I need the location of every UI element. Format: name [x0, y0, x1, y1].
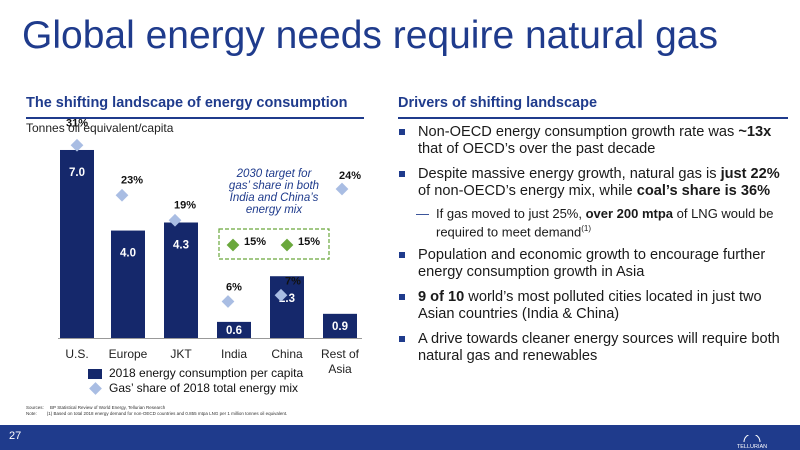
- sub-bullet-text-a: If gas moved to just 25%,: [436, 206, 586, 221]
- sub-bullet-bold: over 200 mtpa: [585, 206, 674, 221]
- legend-label-gas-share: Gas’ share of 2018 total energy mix: [109, 381, 298, 395]
- x-tick-label-2: JKT: [170, 347, 192, 361]
- gas-share-marker-4: [274, 288, 288, 302]
- legend-item-gas-share: Gas’ share of 2018 total energy mix: [88, 381, 303, 396]
- gas-share-label-4: 7%: [285, 275, 301, 287]
- bullet-text: just 22%: [720, 166, 780, 182]
- sub-bullet-dash: —: [416, 206, 429, 221]
- chart-legend: 2018 energy consumption per capita Gas’ …: [88, 366, 303, 396]
- target-value-1: 15%: [298, 236, 320, 248]
- chart-unit-label: Tonnes oil equivalent/capita: [26, 121, 174, 135]
- legend-label-consumption: 2018 energy consumption per capita: [109, 366, 304, 380]
- target-value-0: 15%: [244, 236, 266, 248]
- bar-4: [270, 276, 304, 338]
- bar-2: [164, 222, 198, 338]
- x-tick-label-4: China: [271, 347, 303, 361]
- page-number: 27: [9, 430, 22, 442]
- bullet-text: of non-OECD’s energy mix, while: [418, 183, 637, 199]
- legend-diamond-swatch: [89, 382, 102, 395]
- bullet-item: 9 of 10 world’s most polluted cities loc…: [396, 289, 788, 323]
- bullet-text: Non-OECD energy consumption growth rate …: [418, 124, 739, 140]
- gas-share-label-3: 6%: [226, 282, 242, 294]
- tellurian-logo: TELLURIAN: [737, 435, 767, 449]
- gas-share-marker-0: [70, 138, 84, 152]
- x-tick-label-5: Rest of Asia: [321, 347, 360, 376]
- x-tick-label-0: U.S.: [65, 347, 88, 361]
- sub-bullet-footnote-ref: (1): [581, 224, 592, 233]
- bar-value-label-1: 4.0: [120, 248, 136, 260]
- gas-share-label-5: 24%: [339, 170, 361, 182]
- gas-share-marker-5: [335, 182, 349, 196]
- gas-share-label-2: 19%: [174, 199, 196, 211]
- bullet-text: Population and economic growth to encour…: [418, 247, 766, 281]
- left-header-rule: [26, 117, 364, 119]
- drivers-list: Non-OECD energy consumption growth rate …: [396, 124, 788, 373]
- bullet-text: Despite massive energy growth, natural g…: [418, 166, 721, 182]
- bullet-text: ~13x: [738, 124, 772, 140]
- sub-bullet-lng: — If gas moved to just 25%, over 200 mtp…: [396, 206, 788, 239]
- bullet-text: A drive towards cleaner energy sources w…: [418, 331, 780, 365]
- legend-item-consumption: 2018 energy consumption per capita: [88, 366, 303, 381]
- bullet-text: world’s most polluted cities located in …: [418, 289, 762, 323]
- x-tick-label-1: Europe: [109, 347, 148, 361]
- sources-text: BP Statistical Review of World Energy, T…: [50, 405, 166, 410]
- bullet-item: Non-OECD energy consumption growth rate …: [396, 124, 788, 158]
- target-marker-1: [280, 238, 294, 252]
- note-label: Note:: [26, 411, 37, 416]
- bar-0: [60, 149, 94, 338]
- bar-5: [323, 313, 357, 338]
- sources-label: Sources:: [26, 405, 44, 410]
- legend-bar-swatch: [88, 368, 102, 379]
- bullet-item: A drive towards cleaner energy sources w…: [396, 331, 788, 365]
- right-header-rule: [398, 117, 788, 119]
- bullet-text: that of OECD’s over the past decade: [418, 141, 656, 157]
- gas-share-marker-3: [221, 295, 235, 308]
- bullet-text: coal’s share is 36%: [636, 183, 771, 199]
- gas-share-marker-2: [168, 213, 182, 227]
- note-text: (1) Based on total 2018 energy demand fo…: [46, 411, 288, 416]
- bar-value-label-2: 4.3: [173, 240, 189, 252]
- right-section-header: Drivers of shifting landscape: [398, 95, 598, 111]
- x-tick-label-3: India: [221, 347, 247, 361]
- left-section-header: The shifting landscape of energy consump…: [26, 95, 348, 111]
- svg-text:TELLURIAN: TELLURIAN: [737, 444, 767, 449]
- bullet-item: Population and economic growth to encour…: [396, 247, 788, 281]
- bar-value-label-0: 7.0: [69, 167, 85, 179]
- bar-value-label-3: 0.6: [226, 325, 242, 337]
- bullet-item: Despite massive energy growth, natural g…: [396, 166, 788, 200]
- sub-bullet-text-b: of LNG would be required to meet demand: [436, 206, 774, 240]
- gas-share-label-1: 23%: [121, 174, 143, 186]
- source-notes: Sources: BP Statistical Review of World …: [26, 405, 287, 417]
- gas-share-marker-1: [115, 188, 129, 202]
- target-annotation-text: 2030 target for gas’ share in both India a…: [229, 168, 319, 216]
- bullet-text: 9 of 10: [418, 289, 465, 306]
- bar-value-label-5: 0.9: [332, 321, 348, 333]
- footer-bar: 27: [0, 425, 800, 450]
- target-box: [218, 228, 330, 260]
- gas-share-label-0: 31%: [66, 117, 88, 129]
- page-title: Global energy needs require natural gas: [22, 14, 718, 57]
- bar-1: [111, 230, 145, 338]
- bar-3: [217, 321, 251, 338]
- target-marker-0: [226, 238, 240, 252]
